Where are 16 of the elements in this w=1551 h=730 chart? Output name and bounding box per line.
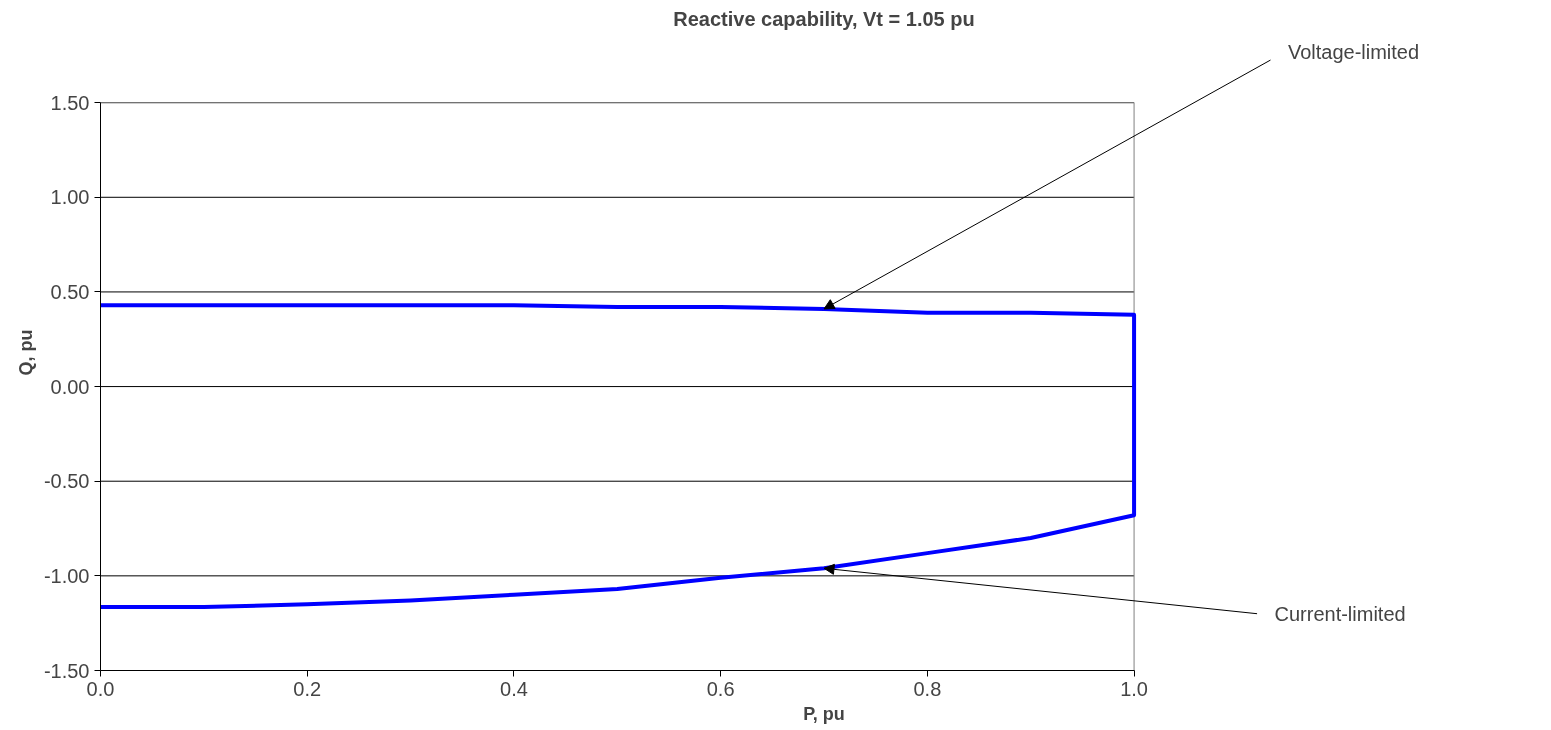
y-tick-label: 0.50 xyxy=(50,280,90,303)
x-tick-label: 0.2 xyxy=(293,677,322,700)
x-tick-label: 0.6 xyxy=(706,677,735,700)
x-tick-label: 0.8 xyxy=(913,677,942,700)
annotation: Voltage-limited xyxy=(1287,40,1420,63)
y-axis-title: Q, pu xyxy=(15,329,36,376)
y-tick-label: 0.00 xyxy=(50,375,90,398)
y-tick-label: 1.50 xyxy=(50,91,90,114)
y-tick-label: -1.00 xyxy=(43,564,90,587)
x-tick-label: 0.4 xyxy=(500,677,528,700)
chart-title: Reactive capability, Vt = 1.05 pu xyxy=(673,7,975,30)
x-tick-label: 1.0 xyxy=(1120,677,1148,700)
annotation: Current-limited xyxy=(1274,602,1406,625)
y-tick-label: 1.00 xyxy=(50,186,90,209)
y-tick-label: -0.50 xyxy=(43,470,90,493)
x-axis-title: P, pu xyxy=(803,703,845,724)
